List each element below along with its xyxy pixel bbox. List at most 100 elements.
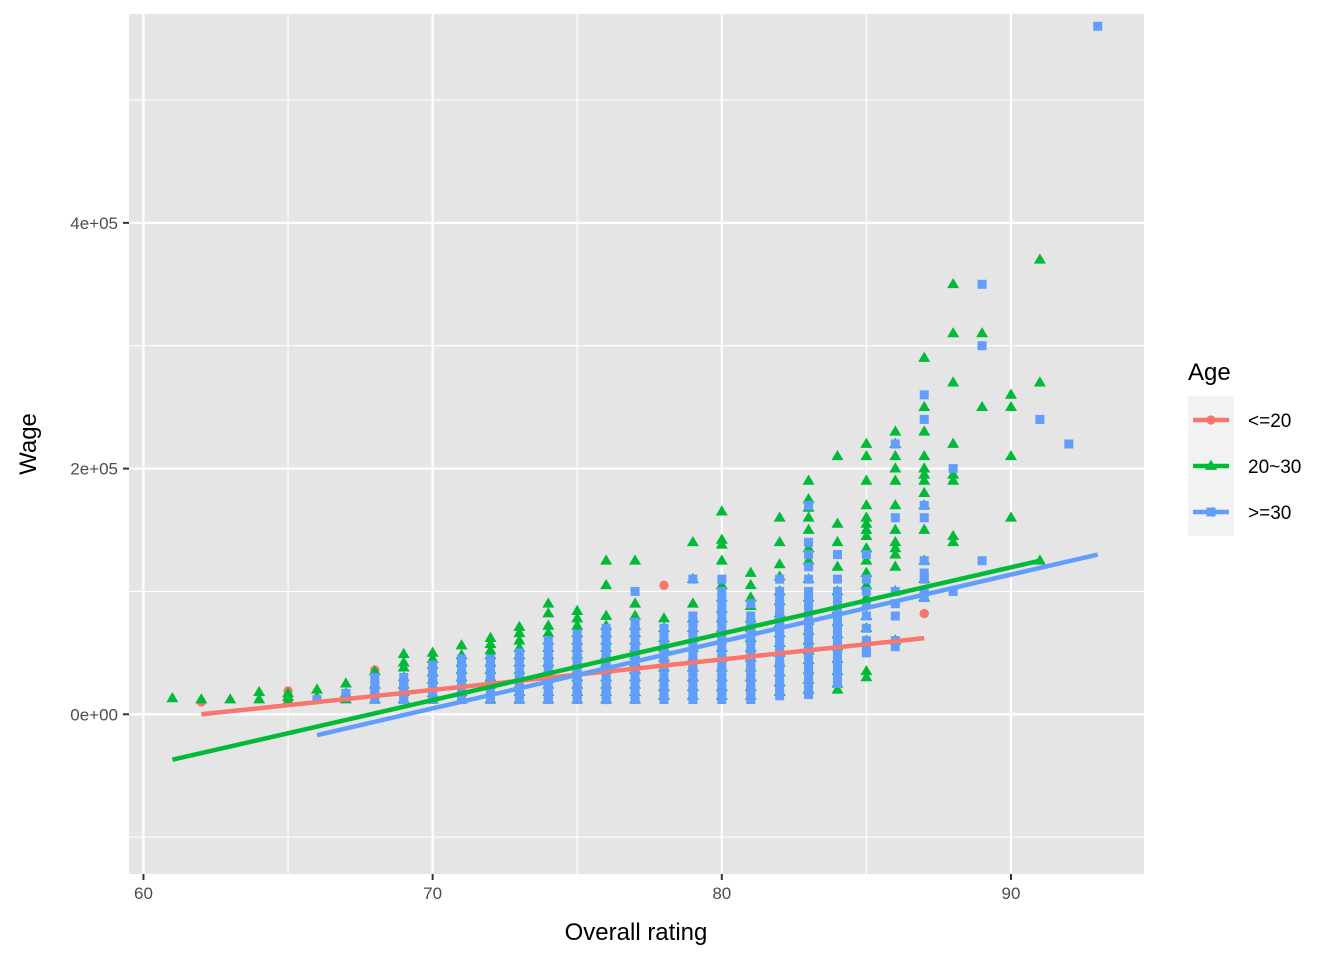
data-point xyxy=(775,593,785,603)
data-point xyxy=(948,464,958,474)
data-points xyxy=(166,21,1103,707)
data-point xyxy=(746,648,756,658)
data-point xyxy=(543,660,553,670)
trend-line xyxy=(171,558,1041,762)
data-point xyxy=(804,690,814,700)
data-point xyxy=(919,586,929,596)
data-point xyxy=(804,672,814,682)
data-point xyxy=(861,611,871,621)
data-point xyxy=(832,629,842,639)
data-point xyxy=(947,535,960,547)
data-point xyxy=(717,660,727,670)
data-point xyxy=(457,666,467,676)
data-point xyxy=(746,617,756,627)
data-point xyxy=(804,500,814,510)
data-point xyxy=(804,574,814,584)
data-point xyxy=(572,685,582,695)
data-point xyxy=(804,599,814,609)
data-point xyxy=(831,535,844,547)
data-point xyxy=(370,695,380,705)
data-point xyxy=(804,636,814,646)
data-point xyxy=(1004,400,1017,412)
data-point xyxy=(659,695,669,705)
data-point xyxy=(543,642,553,652)
data-point xyxy=(889,449,902,461)
data-point xyxy=(804,666,814,676)
data-point xyxy=(715,533,728,544)
data-point xyxy=(630,617,640,627)
data-point xyxy=(1033,376,1046,387)
data-point xyxy=(572,636,582,646)
data-point xyxy=(514,654,524,664)
data-point xyxy=(659,636,669,646)
data-point xyxy=(775,599,785,609)
trend-line xyxy=(316,552,1099,738)
data-point xyxy=(688,690,698,700)
data-point xyxy=(947,277,960,289)
data-point xyxy=(659,679,669,689)
data-point xyxy=(572,642,582,652)
data-point xyxy=(428,690,438,700)
data-point xyxy=(919,513,929,523)
data-point xyxy=(514,695,524,705)
data-point xyxy=(688,679,698,689)
data-point xyxy=(746,660,756,670)
data-point xyxy=(630,695,640,705)
data-point xyxy=(746,666,756,676)
data-point xyxy=(717,593,727,603)
data-point xyxy=(918,400,931,412)
data-point xyxy=(918,468,931,479)
data-point xyxy=(919,556,929,566)
data-point xyxy=(977,556,987,566)
data-point xyxy=(744,566,757,577)
data-point xyxy=(890,513,900,523)
data-point xyxy=(860,554,873,565)
data-point xyxy=(543,690,553,700)
data-point xyxy=(600,609,613,620)
data-point xyxy=(368,664,381,676)
data-point xyxy=(1004,511,1017,522)
data-point xyxy=(804,642,814,652)
data-point xyxy=(688,654,698,664)
legend-key xyxy=(1188,489,1234,535)
data-point xyxy=(746,611,756,621)
data-point xyxy=(341,688,351,698)
data-point xyxy=(485,654,495,664)
data-point xyxy=(686,597,699,608)
data-point xyxy=(485,660,495,670)
data-point xyxy=(861,623,871,633)
data-point xyxy=(746,679,756,689)
data-point xyxy=(831,683,844,694)
data-point xyxy=(775,605,785,615)
data-point xyxy=(890,599,900,609)
data-point xyxy=(802,492,815,504)
data-point xyxy=(455,639,468,650)
data-point xyxy=(688,623,698,633)
data-point xyxy=(804,623,814,633)
data-point xyxy=(889,425,902,436)
data-point xyxy=(688,617,698,627)
data-point xyxy=(513,634,526,645)
data-point xyxy=(947,474,960,485)
data-point xyxy=(773,558,786,569)
data-point xyxy=(832,574,842,584)
data-point xyxy=(399,685,409,695)
data-point xyxy=(428,660,438,670)
data-point xyxy=(717,695,727,705)
data-point xyxy=(860,578,873,590)
data-point xyxy=(746,672,756,682)
data-point xyxy=(630,623,640,633)
data-point xyxy=(1035,414,1045,424)
data-point xyxy=(860,449,873,461)
data-point xyxy=(717,672,727,682)
data-point xyxy=(918,462,931,473)
data-point xyxy=(629,597,642,608)
data-point xyxy=(889,474,902,485)
data-point xyxy=(571,604,584,615)
data-point xyxy=(832,636,842,646)
data-point xyxy=(860,671,873,682)
data-point xyxy=(513,626,526,638)
data-point xyxy=(889,462,902,473)
data-point xyxy=(717,623,727,633)
data-point xyxy=(514,690,524,700)
